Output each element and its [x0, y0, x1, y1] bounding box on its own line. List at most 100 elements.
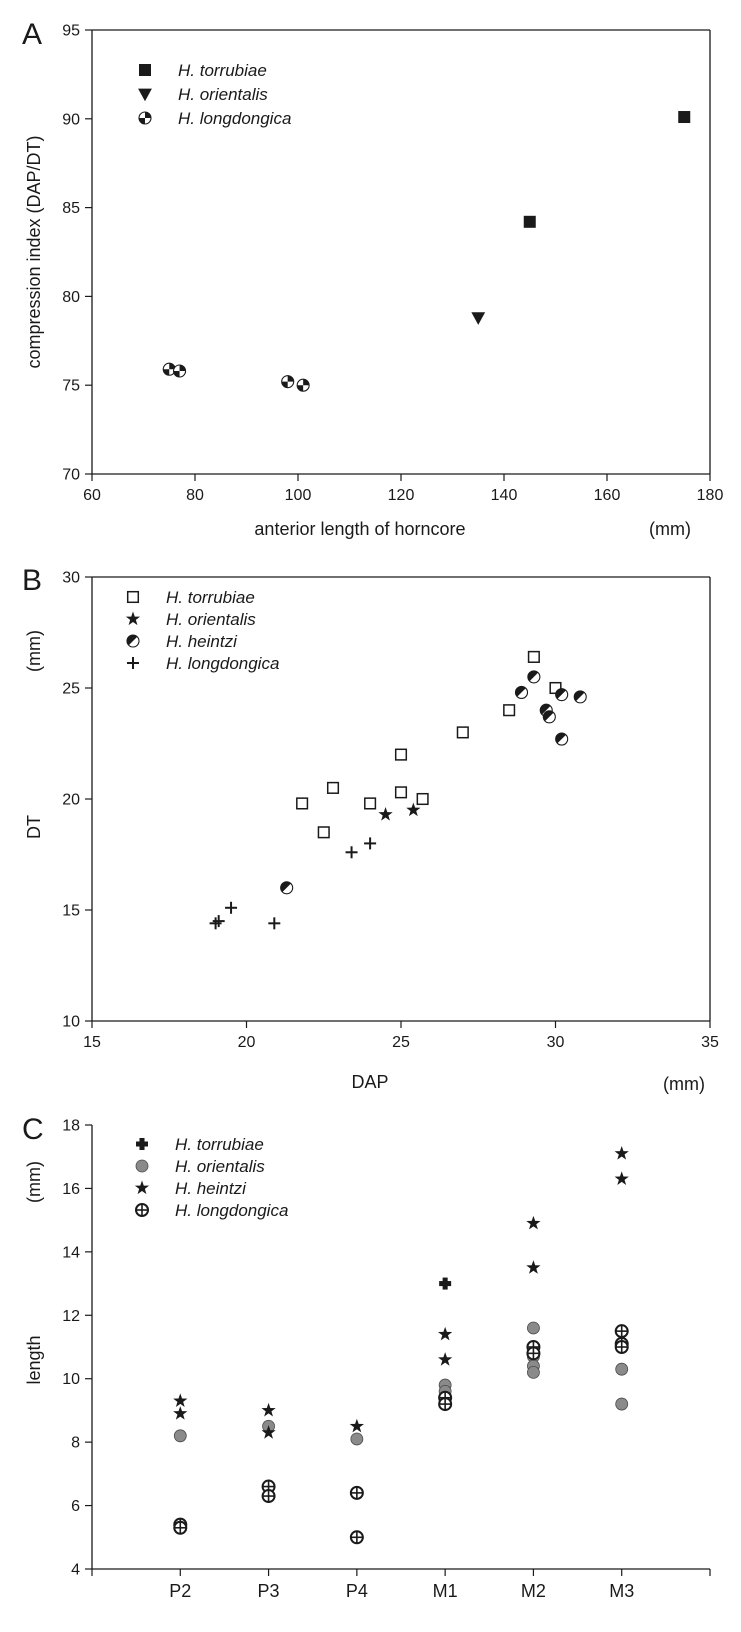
panel-a-y-tick-label: 95 — [62, 23, 80, 40]
data-point-h-heintzi — [614, 1146, 629, 1160]
data-point-h-longdongica — [261, 1489, 276, 1504]
legend-label-h-torrubiae: H. torrubiae — [175, 1135, 264, 1154]
legend-label-h-heintzi: H. heintzi — [166, 632, 238, 651]
data-point-h-heintzi — [542, 710, 556, 724]
panel-b-x-tick-label: 30 — [547, 1034, 565, 1051]
panel-a-legend: H. torrubiae H. orientalis H. longdongica — [138, 61, 291, 128]
panel-a-y-tick-label: 70 — [62, 467, 80, 484]
panel-a-y-tick-label: 85 — [62, 200, 80, 217]
data-point-h-torrubiae — [416, 792, 429, 806]
data-point-h-heintzi — [514, 685, 529, 699]
legend-marker-h-longdongica — [135, 1203, 149, 1217]
panel-c-y-tick-label: 10 — [62, 1371, 80, 1388]
panel-b-data-points — [209, 650, 587, 930]
data-point-h-heintzi — [349, 1418, 364, 1433]
legend-label-h-longdongica: H. longdongica — [166, 654, 279, 673]
data-point-h-orientalis — [378, 807, 393, 821]
data-point-h-heintzi — [261, 1425, 276, 1439]
data-point-h-torrubiae — [394, 786, 408, 799]
panel-c-y-tick-label: 8 — [71, 1435, 80, 1452]
panel-c-y-tick-label: 14 — [62, 1244, 80, 1261]
legend-label-h-longdongica: H. longdongica — [178, 109, 291, 128]
panel-letter-b: B — [22, 564, 42, 597]
panel-a-data-points — [162, 111, 691, 392]
data-point-h-heintzi — [438, 1352, 453, 1366]
data-point-h-longdongica — [364, 837, 377, 850]
legend-label-h-heintzi: H. heintzi — [175, 1179, 247, 1198]
panel-c-x-ticks: P2 P3 P4 M1 M2 M3 — [91, 1569, 711, 1601]
data-point-h-longdongica — [614, 1324, 629, 1339]
data-point-h-longdongica — [162, 362, 176, 376]
data-point-h-heintzi — [280, 881, 294, 895]
data-point-h-heintzi — [555, 732, 569, 746]
data-point-h-longdongica — [268, 917, 281, 930]
panel-a-y-tick-label: 80 — [62, 289, 80, 306]
legend-label-h-orientalis: H. orientalis — [178, 85, 268, 104]
panel-a-x-tick-label: 140 — [491, 487, 518, 504]
data-point-h-orientalis — [527, 1321, 540, 1335]
legend-marker-h-heintzi — [126, 634, 140, 648]
panel-b-y-tick-label: 10 — [62, 1014, 80, 1031]
panel-a-compression-index-chart: A 60 80 100 120 140 160 180 70 75 80 85 90 95 anter… — [22, 18, 723, 539]
panel-c-x-tick-label: M2 — [521, 1581, 546, 1601]
panel-c-tooth-length-chart: C P2 P3 P4 M1 M2 M3 4 6 8 10 12 14 16 18 length (mm)… — [22, 1113, 711, 1601]
panel-letter-c: C — [22, 1113, 44, 1146]
legend-marker-h-longdongica — [127, 657, 139, 669]
panel-a-x-ticks: 60 80 100 120 140 160 180 — [83, 474, 723, 504]
legend-marker-h-torrubiae — [126, 590, 140, 604]
data-point-h-orientalis — [615, 1397, 629, 1411]
data-point-h-heintzi — [173, 1406, 188, 1420]
panel-a-x-unit: (mm) — [649, 519, 691, 539]
panel-a-y-tick-label: 90 — [62, 111, 80, 128]
data-point-h-orientalis — [173, 1429, 187, 1443]
panel-c-y-tick-label: 6 — [71, 1498, 80, 1515]
panel-a-x-tick-label: 100 — [285, 487, 312, 504]
panel-b-legend: H. torrubiae H. orientalis H. heintzi H. lo… — [125, 588, 279, 673]
panel-c-x-tick-label: P2 — [169, 1581, 191, 1601]
legend-marker-h-heintzi — [134, 1180, 150, 1195]
data-point-h-heintzi — [173, 1393, 188, 1407]
panel-c-y-unit: (mm) — [24, 1161, 44, 1203]
panel-a-y-ticks: 70 75 80 85 90 95 — [62, 23, 92, 484]
data-point-h-heintzi — [526, 1215, 541, 1230]
data-point-h-torrubiae — [523, 215, 536, 228]
panel-a-x-tick-label: 160 — [594, 487, 621, 504]
data-point-h-longdongica — [173, 1520, 188, 1535]
panel-c-y-tick-label: 16 — [62, 1181, 80, 1198]
data-point-h-longdongica — [261, 1479, 276, 1494]
data-point-h-orientalis — [615, 1362, 629, 1376]
legend-label-h-torrubiae: H. torrubiae — [166, 588, 255, 607]
data-point-h-heintzi — [614, 1171, 629, 1185]
panel-a-y-tick-label: 75 — [62, 378, 80, 395]
panel-b-x-tick-label: 25 — [392, 1034, 410, 1051]
panel-letter-a: A — [22, 18, 42, 51]
data-point-h-longdongica — [225, 901, 238, 914]
panel-c-legend: H. torrubiae H. orientalis H. heintzi H. lo… — [134, 1135, 288, 1220]
panel-a-y-axis-title: compression index (DAP/DT) — [24, 135, 44, 368]
data-point-h-longdongica — [296, 378, 310, 392]
data-point-h-longdongica — [173, 364, 187, 378]
legend-label-h-orientalis: H. orientalis — [166, 610, 256, 629]
data-point-h-torrubiae — [364, 797, 377, 810]
panel-a-x-tick-label: 60 — [83, 487, 101, 504]
data-point-h-torrubiae — [317, 826, 330, 839]
data-point-h-orientalis — [406, 802, 421, 817]
legend-marker-h-longdongica — [138, 111, 152, 125]
data-point-h-longdongica — [209, 917, 222, 930]
panel-c-x-tick-label: P3 — [258, 1581, 280, 1601]
data-point-h-longdongica — [526, 1346, 541, 1361]
legend-label-h-orientalis: H. orientalis — [175, 1157, 265, 1176]
data-point-h-heintzi — [526, 1260, 541, 1274]
panel-b-x-tick-label: 15 — [83, 1034, 101, 1051]
data-point-h-heintzi — [438, 1326, 453, 1341]
data-point-h-torrubiae — [503, 704, 516, 717]
panel-b-x-ticks: 15 20 25 30 35 — [83, 1021, 719, 1051]
data-point-h-torrubiae — [296, 797, 309, 810]
panel-b-y-tick-label: 30 — [62, 570, 80, 587]
data-point-h-heintzi — [573, 690, 587, 704]
legend-marker-h-orientalis — [135, 1159, 149, 1173]
panel-c-y-tick-label: 12 — [62, 1308, 80, 1325]
panel-c-x-tick-label: M3 — [609, 1581, 634, 1601]
data-point-h-torrubiae — [394, 748, 408, 761]
